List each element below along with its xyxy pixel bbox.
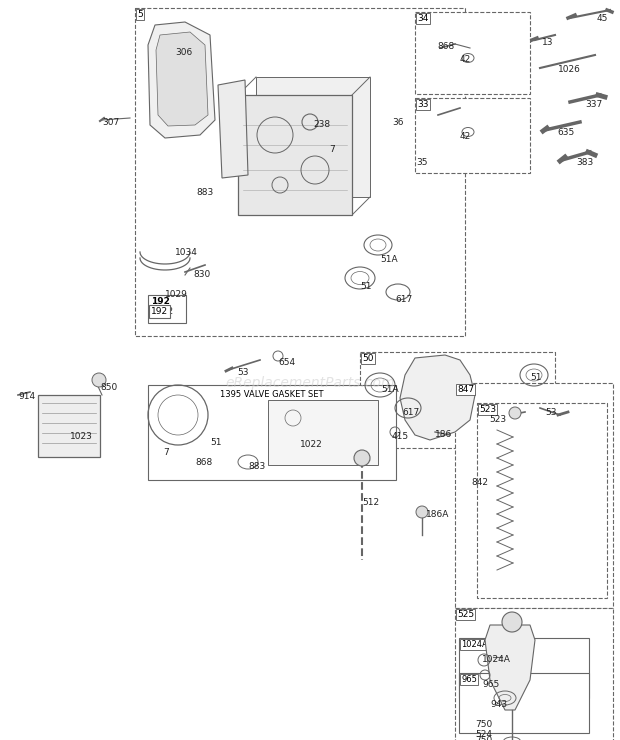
Text: 914: 914 [18,392,35,401]
Text: 51: 51 [360,282,371,291]
Text: 42: 42 [460,55,471,64]
Polygon shape [218,80,248,178]
Text: 523: 523 [479,405,496,414]
Text: 830: 830 [193,270,210,279]
Circle shape [416,506,428,518]
Text: 850: 850 [100,383,117,392]
Text: 1024A: 1024A [461,640,488,649]
Text: 617: 617 [402,408,419,417]
Bar [459,673,589,733]
Text: 186: 186 [435,430,452,439]
Text: 415: 415 [392,432,409,441]
Text: 847: 847 [457,385,474,394]
Bar [455,608,613,740]
Text: 50: 50 [362,354,373,363]
Polygon shape [256,77,370,197]
Text: 7: 7 [163,448,169,457]
Text: 307: 307 [102,118,119,127]
Text: 524: 524 [475,730,492,739]
Text: 192: 192 [157,307,174,316]
Circle shape [354,450,370,466]
Bar [268,400,378,465]
Polygon shape [238,95,352,215]
Text: 383: 383 [576,158,593,167]
Text: 51: 51 [210,438,221,447]
Text: 883: 883 [196,188,213,197]
Polygon shape [148,22,215,138]
Circle shape [92,373,106,387]
Text: 523: 523 [489,415,506,424]
Text: 1395 VALVE GASKET SET: 1395 VALVE GASKET SET [220,390,324,399]
Text: 192: 192 [151,307,168,316]
Text: 654: 654 [278,358,295,367]
Circle shape [502,612,522,632]
Text: 238: 238 [313,120,330,129]
Text: 53: 53 [545,408,557,417]
Text: 512: 512 [362,498,379,507]
Text: 750: 750 [475,736,492,740]
Text: 1022: 1022 [300,440,323,449]
Text: 13: 13 [542,38,554,47]
Text: eReplacementParts.com: eReplacementParts.com [225,376,395,390]
Text: 7: 7 [329,145,335,154]
Text: 45: 45 [597,14,608,23]
Text: 1034: 1034 [175,248,198,257]
Text: 51A: 51A [381,385,399,394]
Bar [360,352,555,448]
Text: 36: 36 [392,118,404,127]
Text: 33: 33 [417,100,428,109]
Text: 965: 965 [482,680,499,689]
Bar [148,295,186,323]
Bar [415,12,530,94]
Text: 525: 525 [457,610,474,619]
Text: 192: 192 [151,297,170,306]
Text: 1026: 1026 [558,65,581,74]
Polygon shape [485,625,535,710]
Text: 337: 337 [585,100,602,109]
Text: 1024A: 1024A [482,655,511,664]
Text: 617: 617 [395,295,412,304]
Text: 51A: 51A [380,255,397,264]
Bar [148,385,396,480]
Bar [455,383,613,608]
Text: 868: 868 [195,458,212,467]
Text: 42: 42 [460,132,471,141]
Text: 883: 883 [248,462,265,471]
Text: 5: 5 [137,10,143,19]
Bar [477,403,607,598]
Text: 943: 943 [490,700,507,709]
Text: 1029: 1029 [165,290,188,299]
Text: 34: 34 [417,14,428,23]
Bar [459,638,589,698]
Bar [135,8,465,336]
Text: 635: 635 [557,128,574,137]
Circle shape [509,407,521,419]
Text: 965: 965 [461,675,477,684]
Text: 35: 35 [416,158,428,167]
Text: 1023: 1023 [70,432,93,441]
Text: 750: 750 [475,720,492,729]
Text: 53: 53 [237,368,249,377]
Polygon shape [400,355,475,440]
Text: 868: 868 [437,42,454,51]
Text: 186A: 186A [426,510,450,519]
Text: 842: 842 [471,478,488,487]
Bar [38,395,100,457]
Polygon shape [156,32,208,126]
Text: 306: 306 [175,48,192,57]
Bar [415,98,530,173]
Text: 51: 51 [530,373,541,382]
